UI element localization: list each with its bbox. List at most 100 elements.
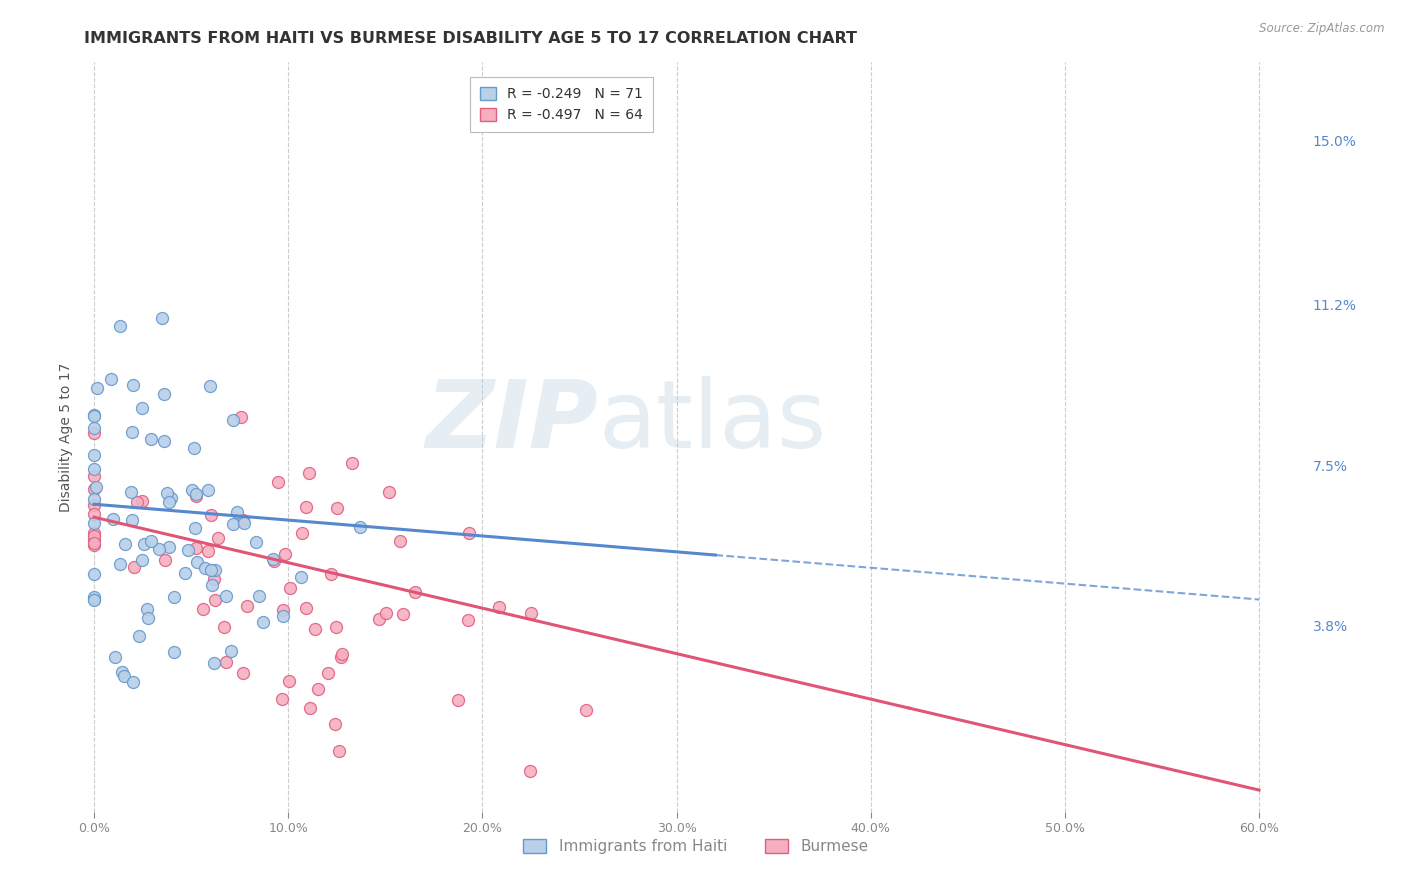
Point <box>84 480 107 494</box>
Point <box>271 608 294 623</box>
Point <box>198 379 221 393</box>
Point <box>457 613 479 627</box>
Point <box>114 537 136 551</box>
Point <box>325 500 347 515</box>
Point <box>177 543 200 558</box>
Point <box>263 554 285 568</box>
Point <box>153 434 176 449</box>
Point <box>392 607 415 621</box>
Point <box>340 456 363 470</box>
Point <box>83 409 105 424</box>
Point <box>229 409 252 424</box>
Point <box>132 536 155 550</box>
Point <box>221 517 243 532</box>
Y-axis label: Disability Age 5 to 17: Disability Age 5 to 17 <box>59 362 73 512</box>
Point <box>298 466 321 480</box>
Point <box>108 318 131 333</box>
Point <box>278 581 301 595</box>
Point <box>128 630 150 644</box>
Point <box>83 525 105 540</box>
Point <box>349 520 371 534</box>
Point <box>378 485 401 500</box>
Point <box>122 560 145 574</box>
Point <box>236 599 259 614</box>
Point <box>83 421 105 435</box>
Point <box>519 764 541 779</box>
Point <box>157 495 180 509</box>
Point <box>104 649 127 664</box>
Point <box>148 542 170 557</box>
Point <box>295 601 318 615</box>
Point <box>249 589 271 603</box>
Point <box>200 563 222 577</box>
Point <box>207 531 229 545</box>
Point <box>316 665 339 680</box>
Legend: Immigrants from Haiti, Burmese: Immigrants from Haiti, Burmese <box>517 832 875 860</box>
Point <box>270 692 292 706</box>
Point <box>110 558 132 572</box>
Point <box>83 492 105 507</box>
Point <box>197 544 219 558</box>
Point <box>125 494 148 508</box>
Point <box>204 563 226 577</box>
Point <box>295 500 318 514</box>
Point <box>186 489 208 503</box>
Point <box>330 648 353 662</box>
Point <box>153 387 176 401</box>
Point <box>83 591 105 606</box>
Point <box>447 693 470 707</box>
Text: ZIP: ZIP <box>425 376 598 468</box>
Point <box>83 448 105 462</box>
Point <box>321 566 343 581</box>
Point <box>404 585 426 599</box>
Point <box>328 744 350 758</box>
Point <box>323 717 346 731</box>
Point <box>214 589 236 603</box>
Point <box>83 462 105 476</box>
Point <box>202 656 225 670</box>
Point <box>488 599 510 614</box>
Point <box>160 491 183 506</box>
Point <box>278 673 301 688</box>
Point <box>232 665 254 680</box>
Point <box>214 620 236 634</box>
Point <box>83 468 105 483</box>
Point <box>131 494 153 508</box>
Point <box>150 310 173 325</box>
Point <box>139 533 162 548</box>
Point <box>298 701 321 715</box>
Point <box>184 521 207 535</box>
Point <box>139 433 162 447</box>
Point <box>101 512 124 526</box>
Point <box>202 572 225 586</box>
Point <box>232 513 254 527</box>
Point <box>83 591 105 605</box>
Text: IMMIGRANTS FROM HAITI VS BURMESE DISABILITY AGE 5 TO 17 CORRELATION CHART: IMMIGRANTS FROM HAITI VS BURMESE DISABIL… <box>84 31 858 46</box>
Point <box>83 408 105 422</box>
Point <box>83 425 105 440</box>
Point <box>136 611 159 625</box>
Point <box>222 413 245 427</box>
Point <box>163 645 186 659</box>
Point <box>325 620 347 634</box>
Point <box>219 643 242 657</box>
Point <box>121 425 143 440</box>
Point <box>174 566 197 580</box>
Point <box>215 656 238 670</box>
Point <box>519 607 541 621</box>
Point <box>83 538 105 552</box>
Point <box>191 602 214 616</box>
Point <box>201 578 224 592</box>
Point <box>100 371 122 385</box>
Point <box>131 553 153 567</box>
Point <box>83 482 105 496</box>
Point <box>111 665 134 679</box>
Point <box>186 487 208 501</box>
Point <box>83 592 105 607</box>
Point <box>307 681 329 696</box>
Point <box>86 381 108 395</box>
Point <box>83 536 105 550</box>
Point <box>274 547 297 561</box>
Point <box>83 507 105 521</box>
Point <box>136 601 159 615</box>
